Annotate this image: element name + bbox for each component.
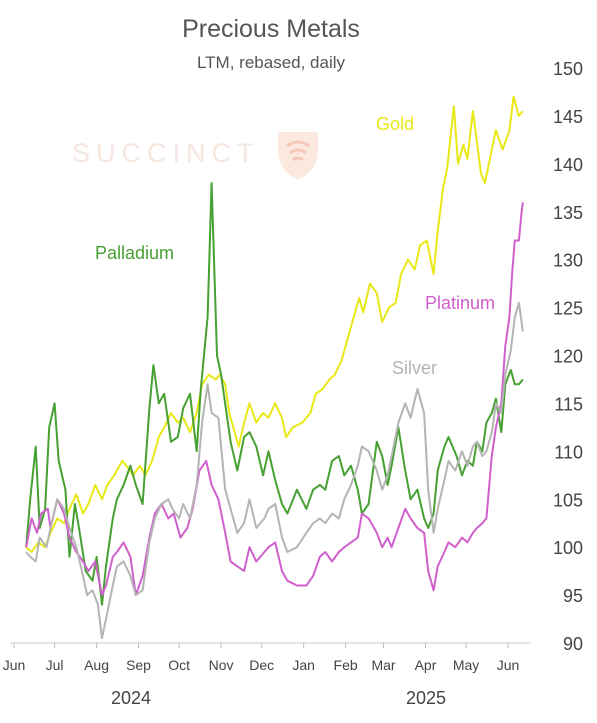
y-tick-label: 140 [553, 155, 583, 175]
series-line-silver [25, 301, 524, 640]
y-tick-label: 95 [563, 586, 583, 606]
x-tick-label: Feb [334, 657, 358, 673]
y-tick-label: 110 [554, 442, 583, 462]
x-tick-label: Aug [84, 657, 109, 673]
series-label-palladium: Palladium [95, 243, 174, 263]
x-tick-label: Jul [46, 657, 64, 673]
watermark-text: SUCCINCT [72, 138, 260, 168]
y-tick-label: 115 [554, 394, 583, 414]
y-tick-label: 120 [553, 347, 583, 367]
watermark: SUCCINCT [72, 132, 318, 180]
series-line-platinum [25, 202, 524, 597]
y-tick-label: 105 [553, 490, 583, 510]
y-tick-label: 100 [553, 538, 583, 558]
y-tick-label: 145 [553, 107, 583, 127]
series-label-platinum: Platinum [425, 293, 495, 313]
x-tick-label: Oct [168, 657, 190, 673]
x-tick-label: Jan [292, 657, 315, 673]
year-label: 2024 [111, 688, 151, 708]
y-tick-label: 90 [563, 634, 583, 654]
x-tick-label: Dec [249, 657, 274, 673]
y-tick-label: 125 [553, 299, 583, 319]
series-labels: Gold Palladium Platinum Silver [95, 114, 495, 378]
x-tick-label: May [453, 657, 479, 673]
series-label-gold: Gold [376, 114, 414, 134]
x-tick-label: Nov [209, 657, 234, 673]
y-tick-label: 150 [553, 59, 583, 79]
chart-title: Precious Metals [182, 15, 360, 43]
chart-subtitle: LTM, rebased, daily [197, 53, 346, 72]
y-tick-label: 130 [553, 251, 583, 271]
year-label: 2025 [406, 688, 446, 708]
year-labels: 2024 2025 [111, 688, 446, 708]
y-axis: 90 95 100 105 110 115 120 125 130 135 140 145 150 [553, 59, 583, 654]
x-axis: Jun Jul Aug Sep Oct Nov Dec Jan Feb Mar Apr May Jun [3, 642, 531, 673]
series-layer [25, 95, 524, 640]
series-label-silver: Silver [392, 358, 437, 378]
series-line-gold [25, 95, 524, 553]
x-tick-label: Apr [415, 657, 437, 673]
x-tick-label: Mar [371, 657, 395, 673]
y-tick-label: 135 [553, 203, 583, 223]
x-tick-label: Jun [497, 657, 520, 673]
x-tick-label: Jun [3, 657, 26, 673]
x-tick-label: Sep [126, 657, 151, 673]
watermark-logo-icon [278, 132, 318, 180]
